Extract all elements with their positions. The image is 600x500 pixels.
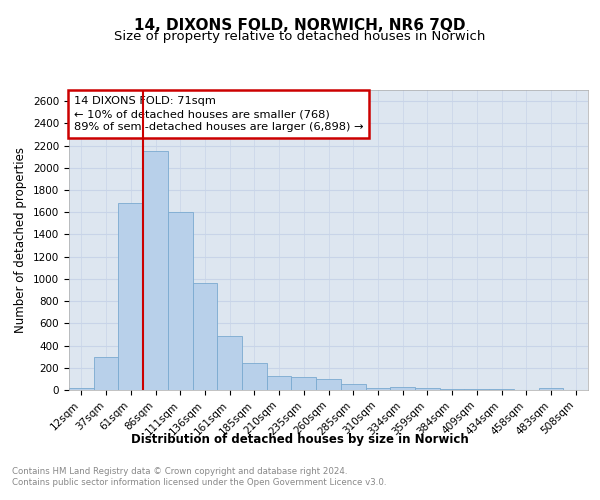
Text: Size of property relative to detached houses in Norwich: Size of property relative to detached ho… — [115, 30, 485, 43]
Bar — [94, 357, 118, 390]
Bar — [118, 204, 143, 390]
Y-axis label: Number of detached properties: Number of detached properties — [14, 147, 28, 333]
Text: 14 DIXONS FOLD: 71sqm
← 10% of detached houses are smaller (768)
89% of semi-det: 14 DIXONS FOLD: 71sqm ← 10% of detached … — [74, 96, 364, 132]
Text: Distribution of detached houses by size in Norwich: Distribution of detached houses by size … — [131, 432, 469, 446]
Bar — [143, 151, 168, 390]
Bar — [365, 388, 390, 390]
Bar — [440, 389, 464, 390]
Bar — [217, 336, 242, 390]
Bar — [193, 284, 217, 390]
Text: 14, DIXONS FOLD, NORWICH, NR6 7QD: 14, DIXONS FOLD, NORWICH, NR6 7QD — [134, 18, 466, 32]
Text: Contains HM Land Registry data © Crown copyright and database right 2024.
Contai: Contains HM Land Registry data © Crown c… — [12, 468, 386, 487]
Bar — [267, 376, 292, 390]
Bar — [168, 212, 193, 390]
Bar — [539, 388, 563, 390]
Bar — [316, 380, 341, 390]
Bar — [341, 384, 365, 390]
Bar — [69, 388, 94, 390]
Bar — [415, 388, 440, 390]
Bar — [292, 376, 316, 390]
Bar — [242, 363, 267, 390]
Bar — [464, 389, 489, 390]
Bar — [390, 386, 415, 390]
